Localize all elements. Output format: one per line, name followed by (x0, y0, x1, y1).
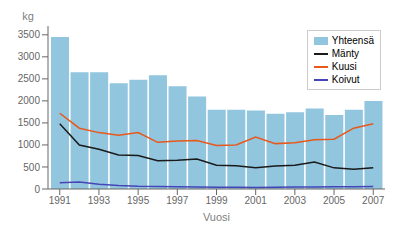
html-text:Mänty: Mänty (331, 48, 359, 59)
svg-text:0: 0 (34, 184, 40, 195)
svg-text:1995: 1995 (127, 195, 150, 206)
svg-text:kg: kg (22, 10, 34, 22)
svg-text:2007: 2007 (362, 195, 385, 206)
svg-text:500: 500 (23, 162, 40, 173)
svg-text:2003: 2003 (284, 195, 307, 206)
svg-text:Vuosi: Vuosi (203, 211, 230, 223)
svg-text:2000: 2000 (18, 95, 41, 106)
svg-text:3500: 3500 (18, 29, 41, 40)
svg-text:2500: 2500 (18, 73, 41, 84)
svg-text:1999: 1999 (205, 195, 228, 206)
html-text:Koivut: Koivut (331, 74, 360, 85)
svg-text:1991: 1991 (49, 195, 72, 206)
html-text:Kuusi: Kuusi (331, 61, 357, 72)
svg-text:1000: 1000 (18, 139, 41, 150)
svg-text:1997: 1997 (166, 195, 189, 206)
svg-text:1500: 1500 (18, 117, 41, 128)
svg-text:2001: 2001 (245, 195, 268, 206)
svg-text:3000: 3000 (18, 51, 41, 62)
html-text:Yhteensä: Yhteensä (331, 35, 374, 46)
svg-text:2005: 2005 (323, 195, 346, 206)
svg-text:1993: 1993 (88, 195, 111, 206)
